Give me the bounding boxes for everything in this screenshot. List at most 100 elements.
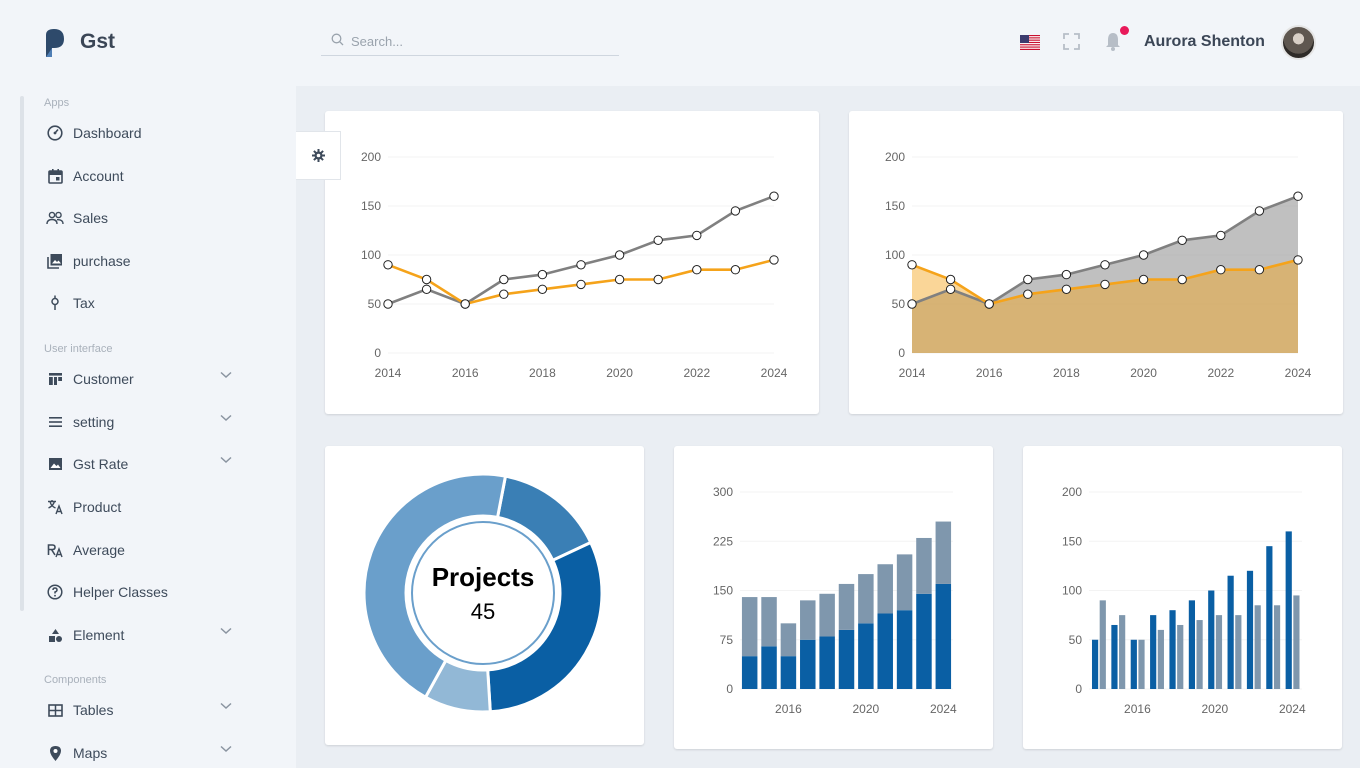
chevron-down-icon[interactable]	[220, 456, 232, 464]
sidebar-item-tables[interactable]: Tables	[44, 697, 244, 723]
sidebar-item-element[interactable]: Element	[44, 622, 244, 648]
sidebar-item-setting[interactable]: setting	[44, 409, 244, 435]
x-tick-label: 2016	[1124, 702, 1151, 716]
sidebar-item-tax[interactable]: Tax	[44, 290, 244, 316]
bar	[1119, 615, 1126, 689]
user-name[interactable]: Aurora Shenton	[1144, 33, 1265, 50]
layout-icon	[44, 368, 66, 390]
sidebar-item-maps[interactable]: Maps	[44, 740, 244, 766]
image-icon	[44, 453, 66, 475]
data-point	[576, 260, 586, 270]
x-tick-label: 2024	[761, 366, 788, 380]
bar	[1196, 620, 1203, 689]
y-tick-label: 200	[885, 150, 905, 164]
y-tick-label: 50	[1069, 633, 1083, 647]
data-point	[499, 289, 509, 299]
map-pin-icon	[44, 742, 66, 764]
sidebar-item-gst-rate[interactable]: Gst Rate	[44, 451, 244, 477]
top-bar: Gst Aurora Shenton	[0, 0, 1360, 86]
data-point	[421, 274, 432, 285]
data-point	[1023, 289, 1033, 299]
x-tick-label: 2014	[899, 366, 926, 380]
chevron-down-icon[interactable]	[220, 745, 232, 753]
data-point	[537, 269, 548, 280]
series-area	[912, 196, 1298, 353]
bar	[1235, 615, 1242, 689]
brand-logo-icon[interactable]	[42, 27, 68, 59]
sidebar-item-label: Maps	[73, 745, 108, 761]
sidebar-item-label: Element	[73, 627, 125, 643]
bar	[935, 521, 952, 584]
bar	[896, 554, 913, 611]
bar	[838, 629, 855, 689]
sidebar-item-label: Customer	[73, 371, 134, 387]
y-tick-label: 300	[713, 485, 733, 499]
section-title-apps: Apps	[44, 97, 70, 109]
bar	[741, 597, 758, 657]
x-tick-label: 2024	[1279, 702, 1306, 716]
bar	[838, 583, 855, 630]
section-title-user-interface: User interface	[44, 343, 113, 355]
data-point	[1138, 250, 1149, 260]
donut-center-title: Projects	[432, 562, 535, 592]
bar	[1254, 605, 1261, 689]
sidebar-item-product[interactable]: Product	[44, 494, 244, 520]
x-tick-label: 2020	[1130, 366, 1157, 380]
area-chart: 0 50 100 150 200 2014 2016 2018 2020 2022 2024	[885, 150, 1312, 380]
chevron-down-icon[interactable]	[220, 627, 232, 635]
chevron-down-icon[interactable]	[220, 702, 232, 710]
bar	[916, 537, 932, 594]
chevron-down-icon[interactable]	[220, 414, 232, 422]
data-point	[945, 274, 956, 285]
gear-icon	[311, 149, 325, 162]
grouped-bar-chart-card: 0 50 100 150 200 2016 2020 2024	[1023, 446, 1342, 749]
y-tick-label: 225	[713, 534, 733, 548]
search-bar[interactable]	[321, 28, 619, 56]
search-input[interactable]	[351, 30, 611, 52]
data-point	[692, 230, 702, 241]
bar	[1150, 615, 1157, 689]
sidebar-item-label: Average	[73, 542, 125, 558]
sidebar-item-customer[interactable]: Customer	[44, 366, 244, 392]
bar	[858, 574, 874, 624]
data-point	[907, 260, 917, 270]
sidebar-item-label: Product	[73, 499, 122, 515]
sidebar-scrollbar[interactable]	[20, 96, 24, 611]
bar	[819, 636, 835, 689]
sidebar-item-helper-classes[interactable]: Helper Classes	[44, 579, 244, 605]
sidebar-item-average[interactable]: Average	[44, 537, 244, 563]
sidebar-item-purchase[interactable]: purchase	[44, 248, 244, 274]
data-point	[984, 299, 994, 309]
bar	[1266, 546, 1273, 689]
data-point	[945, 284, 956, 295]
y-tick-label: 150	[713, 584, 733, 598]
chevron-down-icon[interactable]	[220, 371, 232, 379]
settings-toggle-button[interactable]	[296, 131, 341, 180]
data-point	[653, 274, 663, 285]
x-tick-label: 2016	[452, 366, 479, 380]
bar	[1177, 624, 1184, 689]
x-tick-label: 2016	[775, 702, 802, 716]
fullscreen-icon[interactable]	[1063, 33, 1080, 50]
brand-name[interactable]: Gst	[80, 30, 116, 53]
sidebar-item-account[interactable]: Account	[44, 163, 244, 189]
data-point	[1293, 255, 1303, 265]
bar	[819, 593, 835, 637]
data-point	[499, 274, 509, 285]
y-tick-label: 0	[898, 346, 905, 360]
people-icon	[44, 207, 66, 229]
sidebar-item-dashboard[interactable]: Dashboard	[44, 120, 244, 146]
x-tick-label: 2022	[1207, 366, 1234, 380]
bar	[935, 583, 952, 689]
pin-icon	[44, 292, 66, 314]
us-flag-icon[interactable]	[1020, 35, 1040, 50]
sidebar-item-label: purchase	[73, 253, 131, 269]
series-area	[912, 259, 1298, 353]
notification-bell-icon[interactable]	[1104, 31, 1122, 51]
sidebar-item-sales[interactable]: Sales	[44, 205, 244, 231]
avatar[interactable]	[1281, 25, 1316, 60]
y-tick-label: 0	[1075, 682, 1082, 696]
x-tick-label: 2020	[1202, 702, 1229, 716]
bar	[800, 600, 816, 640]
bar	[858, 623, 874, 689]
